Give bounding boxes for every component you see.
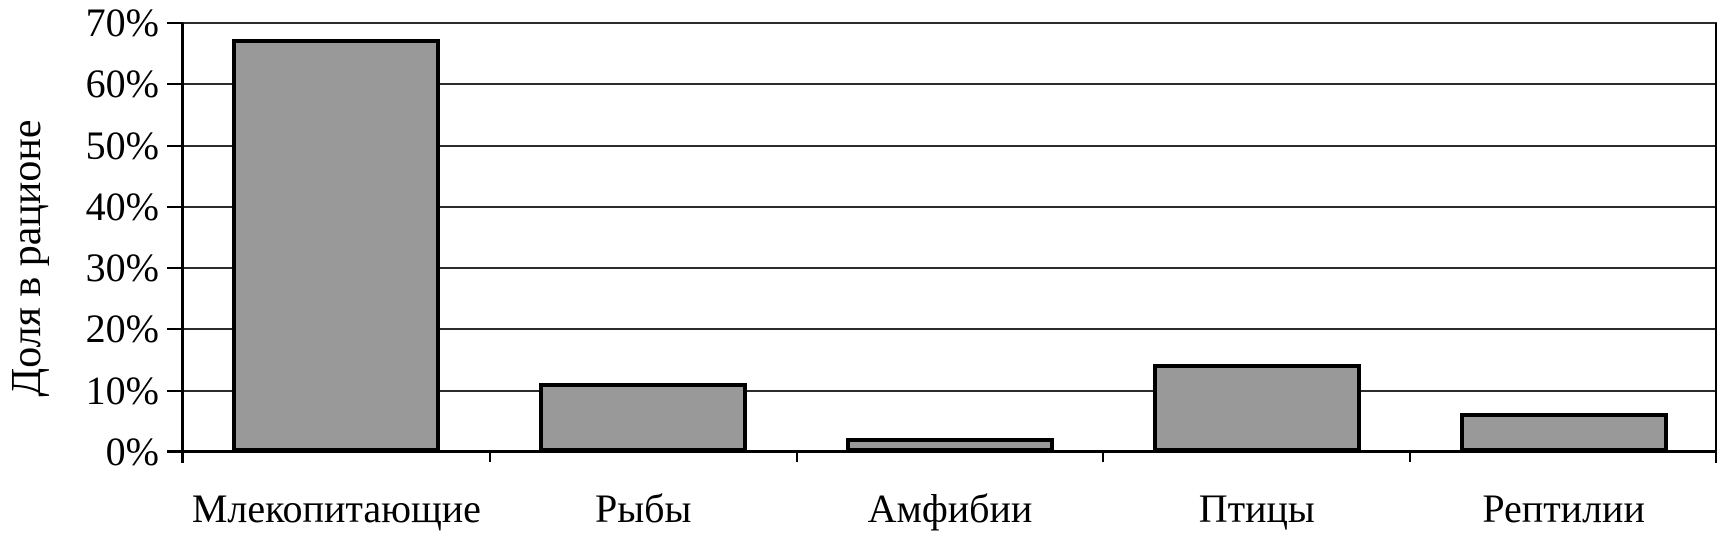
gridline bbox=[183, 205, 1717, 208]
x-axis-tick bbox=[795, 452, 798, 462]
x-axis-tick bbox=[488, 452, 491, 462]
y-axis-tick bbox=[167, 389, 183, 392]
y-axis-tick-label: 30% bbox=[85, 245, 159, 291]
bar-5 bbox=[1459, 413, 1668, 452]
x-axis-category-label: Птицы bbox=[1198, 486, 1315, 531]
y-axis-tick-label: 20% bbox=[85, 306, 159, 352]
bar-3 bbox=[846, 437, 1054, 452]
y-axis-tick bbox=[167, 328, 183, 331]
plot-right-border bbox=[1715, 23, 1717, 463]
bar-2 bbox=[539, 382, 748, 452]
y-axis-tick-label: 60% bbox=[85, 61, 159, 107]
y-axis-tick-label: 0% bbox=[105, 429, 159, 474]
y-axis-tick-label: 10% bbox=[85, 367, 159, 413]
x-axis-category-label: Амфибии bbox=[867, 486, 1033, 531]
bar-1 bbox=[232, 39, 441, 452]
gridline bbox=[183, 328, 1717, 331]
y-axis-tick-label: 40% bbox=[85, 183, 159, 229]
gridline bbox=[183, 144, 1717, 147]
y-axis-tick bbox=[167, 83, 183, 86]
x-axis-category-label: Рыбы bbox=[595, 486, 692, 531]
gridline bbox=[183, 389, 1717, 392]
y-axis-tick bbox=[167, 205, 183, 208]
bar-4 bbox=[1152, 364, 1361, 452]
gridline bbox=[183, 22, 1717, 24]
y-axis-tick-label: 70% bbox=[85, 0, 159, 45]
x-axis-category-label: Рептилии bbox=[1482, 486, 1645, 531]
y-axis-tick bbox=[167, 144, 183, 147]
x-axis-tick bbox=[1409, 452, 1412, 462]
y-axis-tick bbox=[167, 267, 183, 270]
y-axis-tick bbox=[167, 22, 183, 24]
y-axis-line bbox=[181, 23, 184, 463]
x-axis-category-label: Млекопитающие bbox=[191, 486, 481, 531]
gridline bbox=[183, 83, 1717, 86]
gridline bbox=[183, 267, 1717, 270]
y-axis-tick-label: 50% bbox=[85, 122, 159, 168]
x-axis-tick bbox=[1102, 452, 1105, 462]
